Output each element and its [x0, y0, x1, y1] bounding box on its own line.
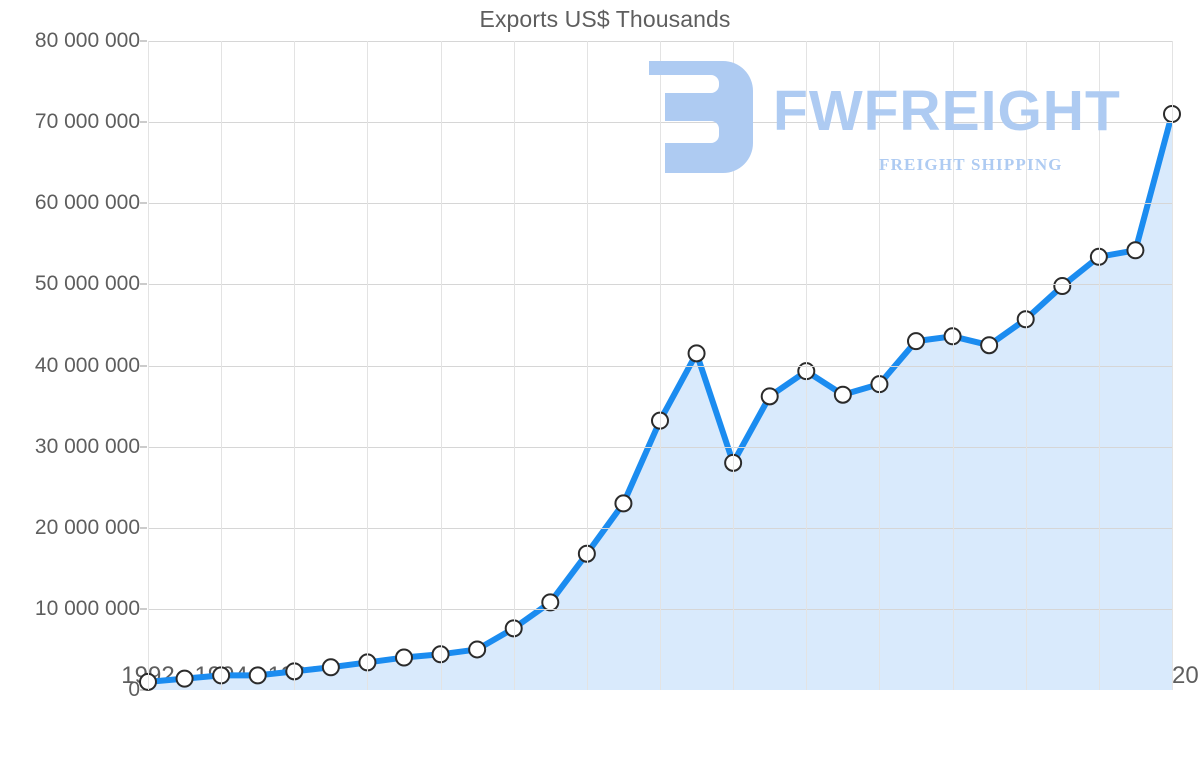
gridline-vertical: [440, 41, 442, 690]
y-axis-tick-mark: [140, 608, 147, 610]
data-point-marker[interactable]: [980, 336, 999, 355]
data-point-marker[interactable]: [724, 453, 743, 472]
data-point-marker[interactable]: [614, 494, 633, 513]
data-point-marker[interactable]: [833, 385, 852, 404]
gridline-vertical: [148, 41, 149, 690]
data-point-marker[interactable]: [907, 332, 925, 351]
gridline-vertical: [1025, 41, 1027, 690]
data-point-marker[interactable]: [175, 669, 194, 688]
gridline-vertical: [1098, 41, 1100, 690]
y-axis-tick-label: 30 000 000: [34, 434, 140, 458]
data-point-marker[interactable]: [687, 344, 706, 363]
data-point-marker[interactable]: [321, 658, 340, 677]
data-point-marker[interactable]: [212, 666, 231, 685]
data-point-marker[interactable]: [248, 666, 267, 685]
data-point-marker[interactable]: [541, 593, 560, 612]
gridline-vertical: [221, 41, 223, 690]
y-axis-tick-label: 20 000 000: [34, 515, 140, 539]
gridline-vertical: [733, 41, 735, 690]
data-point-marker[interactable]: [760, 387, 779, 406]
y-axis-tick-label: 60 000 000: [34, 191, 140, 215]
data-point-marker[interactable]: [468, 640, 487, 659]
area-fill: [148, 114, 1172, 690]
gridline-vertical: [294, 41, 296, 690]
chart-title: Exports US$ Thousands: [479, 6, 731, 32]
gridline-vertical: [806, 41, 808, 690]
y-axis-tick-label: 70 000 000: [34, 110, 140, 134]
data-point-marker[interactable]: [1053, 277, 1072, 295]
gridline-vertical: [660, 41, 661, 690]
y-axis-tick-label: 40 000 000: [34, 353, 140, 377]
gridline-vertical: [952, 41, 954, 690]
gridline-vertical: [367, 41, 369, 690]
gridline-vertical: [513, 41, 515, 690]
y-axis-tick-label: 80 000 000: [34, 29, 140, 52]
data-point-marker[interactable]: [395, 648, 413, 667]
y-axis-tick-mark: [140, 689, 147, 691]
y-axis-tick-label: 10 000 000: [34, 596, 140, 620]
y-axis-tick-label: 0: [128, 678, 140, 701]
y-axis-tick-mark: [140, 527, 147, 529]
gridline-vertical: [586, 41, 588, 690]
y-axis-tick-mark: [140, 40, 147, 42]
y-axis-tick-mark: [140, 202, 147, 204]
gridline-vertical: [1172, 41, 1173, 690]
plot-area: [139, 41, 1181, 691]
data-point-marker[interactable]: [1126, 241, 1145, 260]
y-axis-tick-label: 50 000 000: [34, 272, 140, 296]
y-axis-tick-mark: [140, 365, 147, 366]
y-axis-tick-mark: [140, 283, 147, 285]
y-axis-tick-mark: [140, 446, 147, 448]
gridline-vertical: [879, 41, 881, 690]
y-axis-tick-mark: [140, 121, 147, 123]
